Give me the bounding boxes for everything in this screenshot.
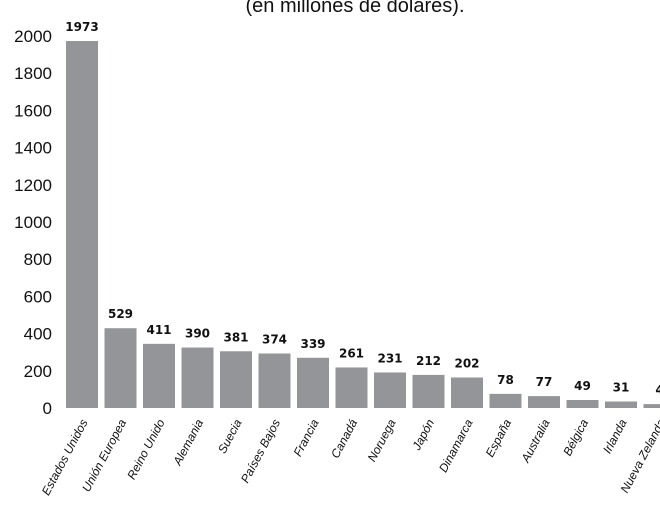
value-label: 339 bbox=[300, 337, 325, 351]
value-label: 390 bbox=[185, 327, 210, 341]
y-tick-label: 800 bbox=[24, 250, 52, 269]
value-label: 1973 bbox=[65, 20, 98, 34]
value-label: 78 bbox=[497, 373, 514, 387]
bar bbox=[104, 328, 137, 408]
x-tick-label: Suecia bbox=[215, 417, 245, 456]
bar bbox=[451, 377, 483, 408]
bar bbox=[528, 396, 560, 408]
y-tick-label: 400 bbox=[24, 325, 52, 344]
y-axis: 0 200 400 600 800 1000 1200 1400 1600 1800 2000 bbox=[14, 27, 52, 418]
y-tick-label: 2000 bbox=[14, 27, 52, 46]
bar bbox=[258, 353, 291, 408]
bar bbox=[566, 400, 599, 408]
bar bbox=[605, 401, 637, 408]
value-labels: 1973 529 411 390 381 374 339 261 231 212 202 78 77 49… bbox=[65, 20, 660, 397]
value-label: 49 bbox=[574, 379, 591, 393]
value-label: 202 bbox=[454, 356, 479, 370]
x-tick-label: Noruega bbox=[365, 417, 399, 465]
y-tick-label: 200 bbox=[24, 362, 52, 381]
x-tick-label: Reino Unido bbox=[124, 417, 168, 482]
value-label: 31 bbox=[613, 380, 630, 394]
bar bbox=[220, 351, 252, 408]
x-tick-label: Canadá bbox=[328, 417, 360, 461]
y-tick-label: 1600 bbox=[14, 101, 52, 120]
bar bbox=[489, 393, 522, 408]
bar bbox=[412, 374, 445, 408]
x-tick-label: Francia bbox=[291, 417, 322, 459]
chart-subtitle: (en millones de dólares). bbox=[246, 0, 465, 17]
x-tick-label: Bélgica bbox=[560, 417, 591, 459]
bar bbox=[66, 41, 98, 408]
y-tick-label: 0 bbox=[43, 399, 52, 418]
bar bbox=[297, 357, 329, 408]
x-tick-label: Japón bbox=[409, 417, 437, 454]
y-tick-label: 1200 bbox=[14, 176, 52, 195]
bars bbox=[66, 41, 660, 408]
x-tick-label: Irlanda bbox=[600, 417, 630, 456]
x-tick-label: Países Bajos bbox=[238, 417, 283, 485]
value-label: 411 bbox=[146, 323, 171, 337]
bar bbox=[181, 347, 214, 408]
value-label: 529 bbox=[108, 307, 133, 321]
x-tick-label: Dinamarca bbox=[436, 417, 476, 475]
x-tick-label: Australia bbox=[518, 417, 553, 466]
bar bbox=[643, 404, 660, 408]
y-tick-label: 600 bbox=[24, 287, 52, 306]
value-label: 374 bbox=[262, 333, 287, 347]
value-label: 261 bbox=[339, 346, 364, 360]
bar bbox=[143, 343, 175, 408]
value-label: 77 bbox=[536, 375, 553, 389]
x-tick-label: España bbox=[483, 417, 515, 460]
bar bbox=[335, 367, 368, 408]
bar bbox=[374, 372, 406, 408]
y-tick-label: 1000 bbox=[14, 213, 52, 232]
x-tick-label: Alemania bbox=[170, 417, 206, 469]
value-label: 4 bbox=[655, 383, 660, 397]
value-label: 231 bbox=[377, 351, 402, 365]
value-label: 381 bbox=[223, 330, 248, 344]
value-label: 212 bbox=[416, 354, 441, 368]
y-tick-label: 1800 bbox=[14, 64, 52, 83]
y-tick-label: 1400 bbox=[14, 139, 52, 158]
